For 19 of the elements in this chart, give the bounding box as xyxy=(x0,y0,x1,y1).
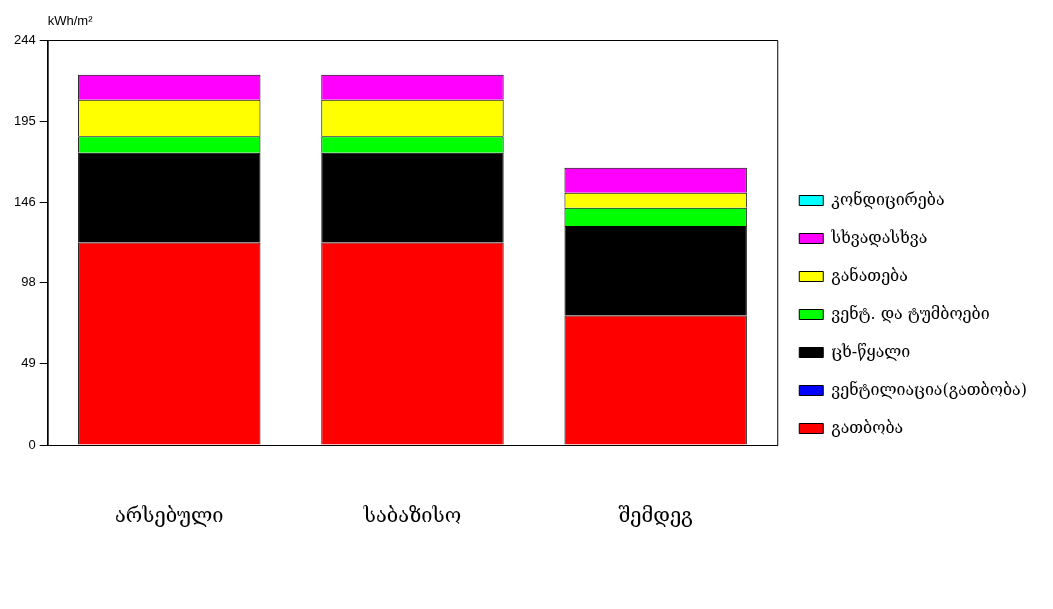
bar xyxy=(564,225,747,316)
legend-label: ვენტილიაცია(გათბობა) xyxy=(831,379,1027,399)
legend-label: განათება xyxy=(831,265,908,285)
legend-label: ვენტ. და ტუმბოები xyxy=(831,303,990,323)
legend-label: კონდიცირება xyxy=(831,189,945,209)
x-tick-label: შემდეგ xyxy=(618,503,693,528)
y-tick-label: 0 xyxy=(28,436,36,452)
bar xyxy=(321,152,504,243)
x-tick-label: საბაზისო xyxy=(362,503,462,528)
y-tick-label: 195 xyxy=(13,112,36,128)
x-tick-label: არსებული xyxy=(115,503,224,528)
legend-label: გათბობა xyxy=(831,417,904,437)
y-tick-label: 98 xyxy=(21,273,36,289)
y-axis-title: kWh/m² xyxy=(47,13,94,29)
legend-label: ცხ-წყალი xyxy=(831,341,911,361)
y-tick-label: 244 xyxy=(13,31,36,47)
legend-label: სხვადასხვა xyxy=(830,227,928,247)
y-tick-label: 49 xyxy=(21,355,36,371)
y-tick-label: 146 xyxy=(13,194,36,210)
